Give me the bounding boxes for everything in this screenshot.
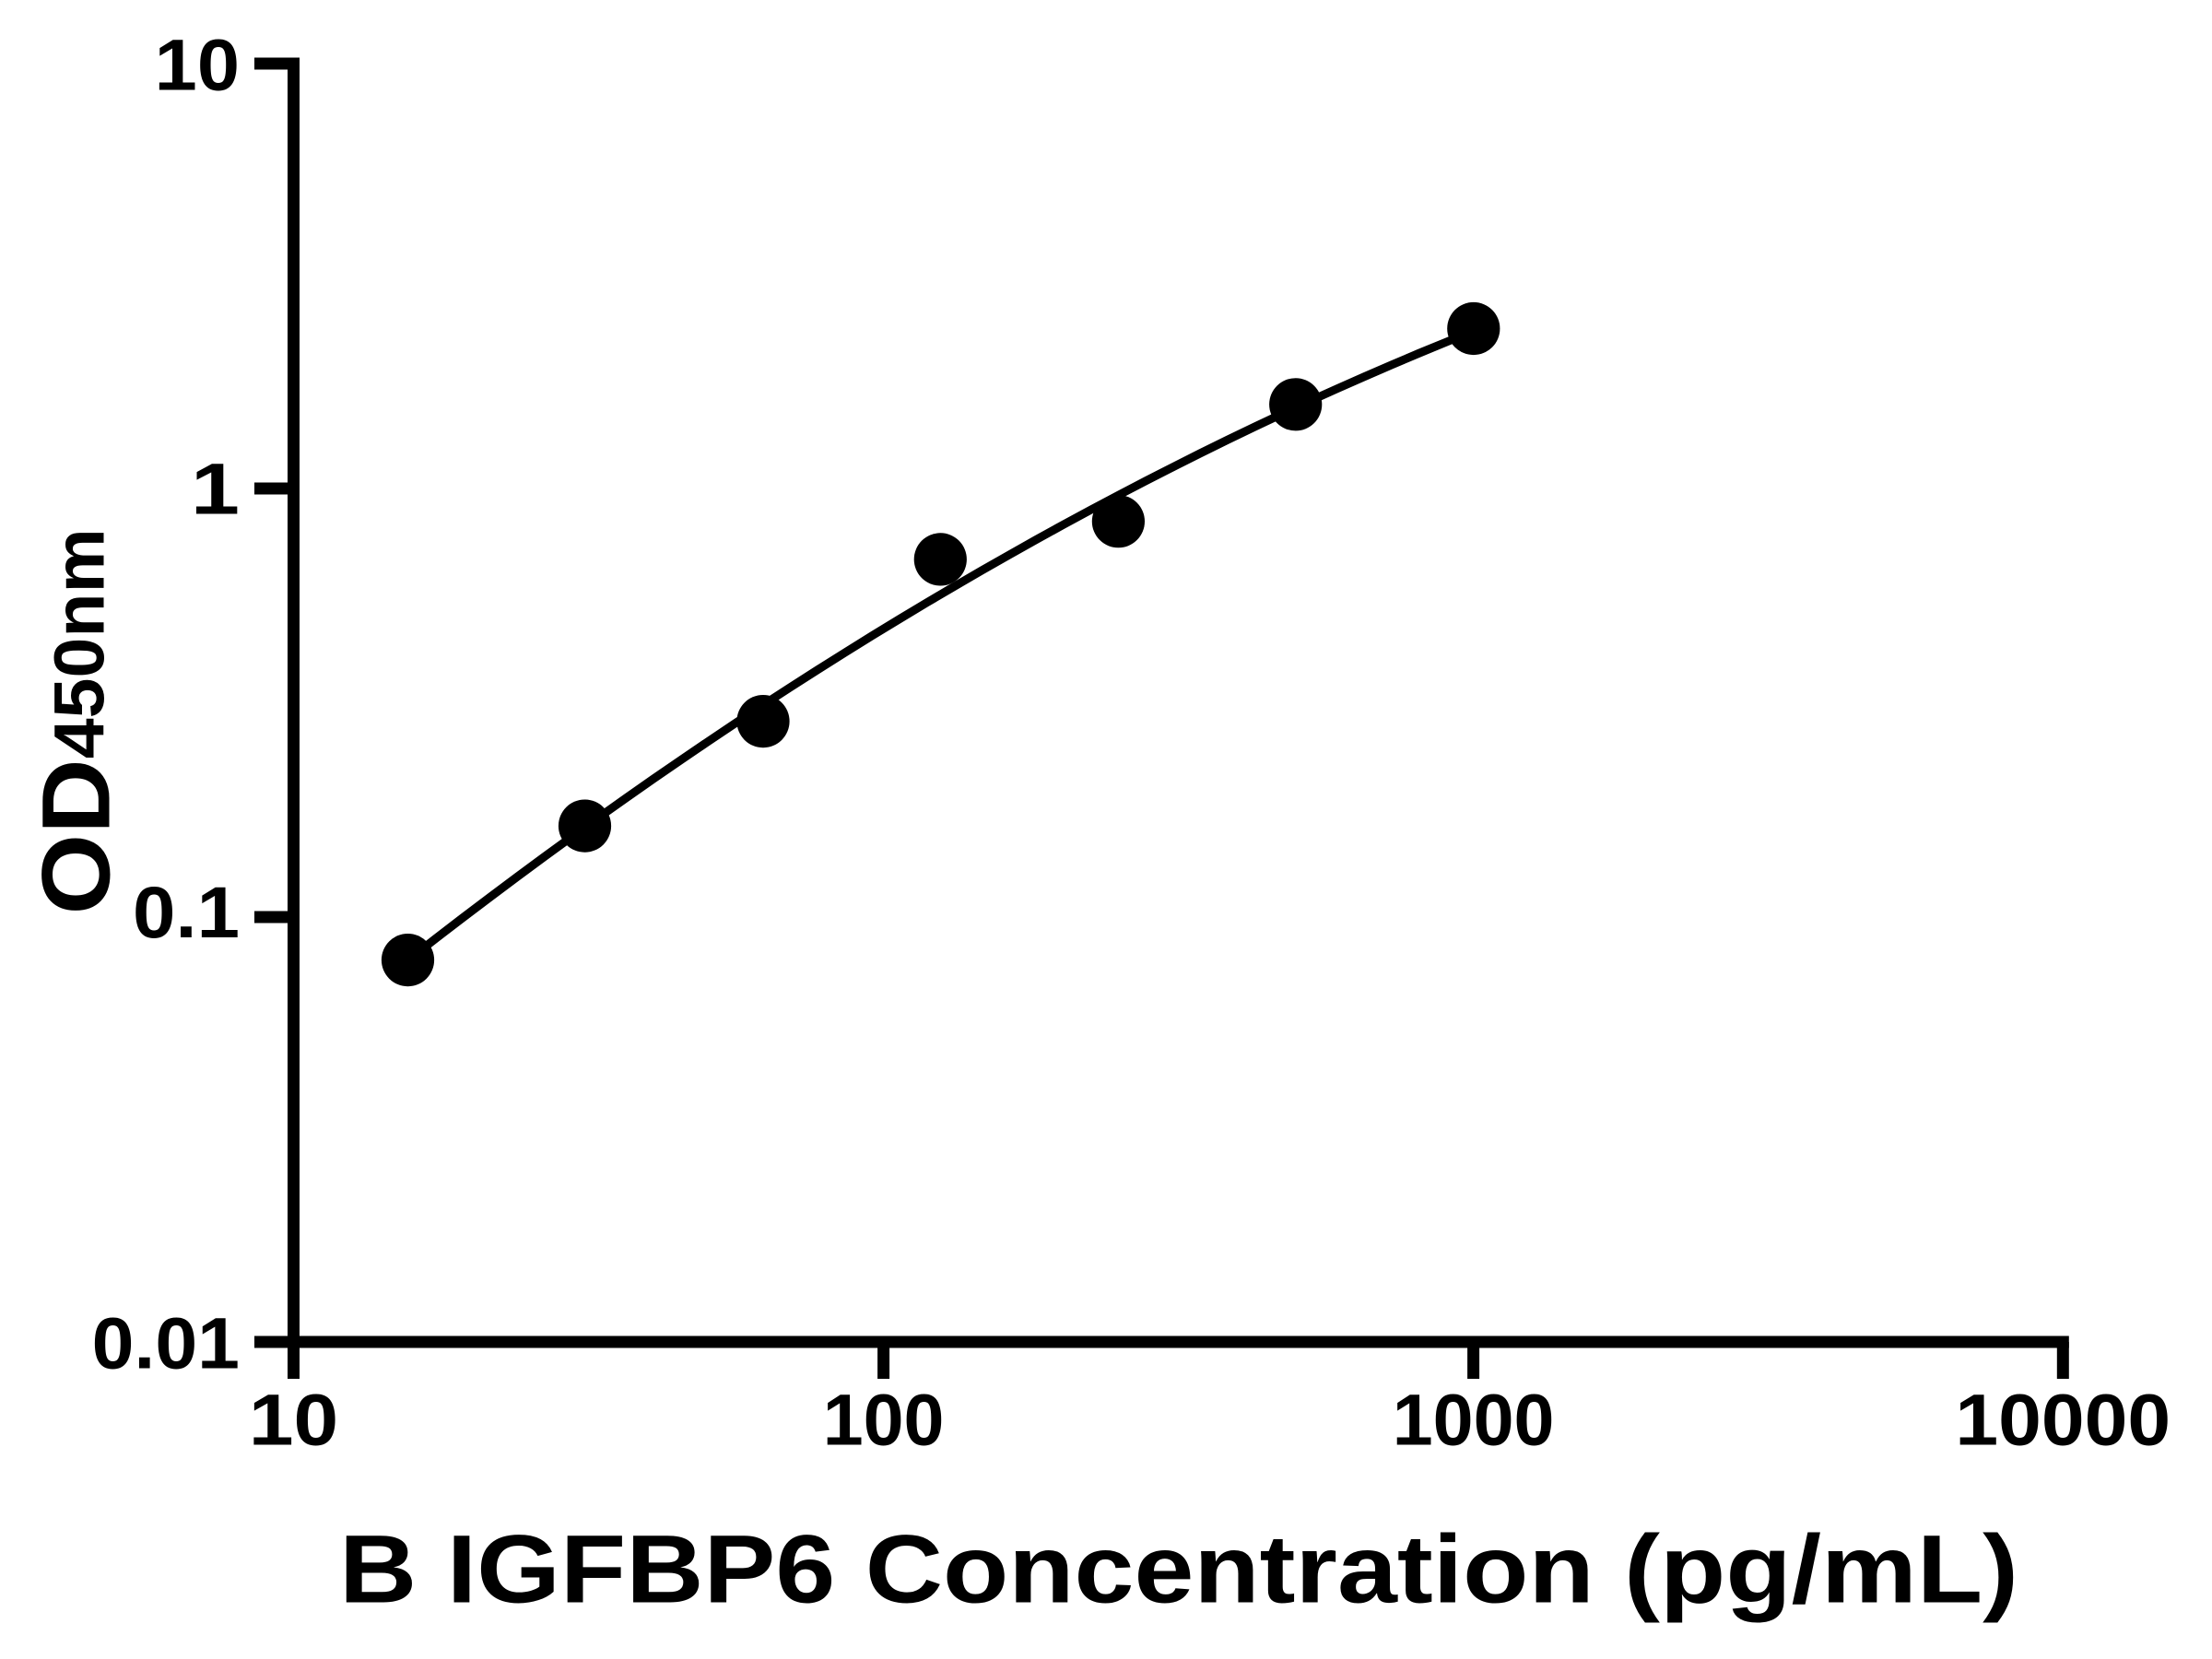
svg-text:B IGFBP6 Concentration (pg/mL): B IGFBP6 Concentration (pg/mL): [339, 1516, 2018, 1624]
svg-text:10: 10: [249, 1379, 338, 1461]
svg-text:1: 1: [191, 448, 240, 530]
svg-text:1000: 1000: [1393, 1379, 1555, 1461]
svg-text:OD450nm: OD450nm: [23, 528, 131, 914]
svg-text:10: 10: [155, 24, 240, 106]
svg-text:100: 100: [823, 1379, 945, 1461]
svg-text:10000: 10000: [1955, 1379, 2171, 1461]
svg-text:0.1: 0.1: [133, 871, 240, 953]
svg-text:0.01: 0.01: [92, 1302, 240, 1384]
